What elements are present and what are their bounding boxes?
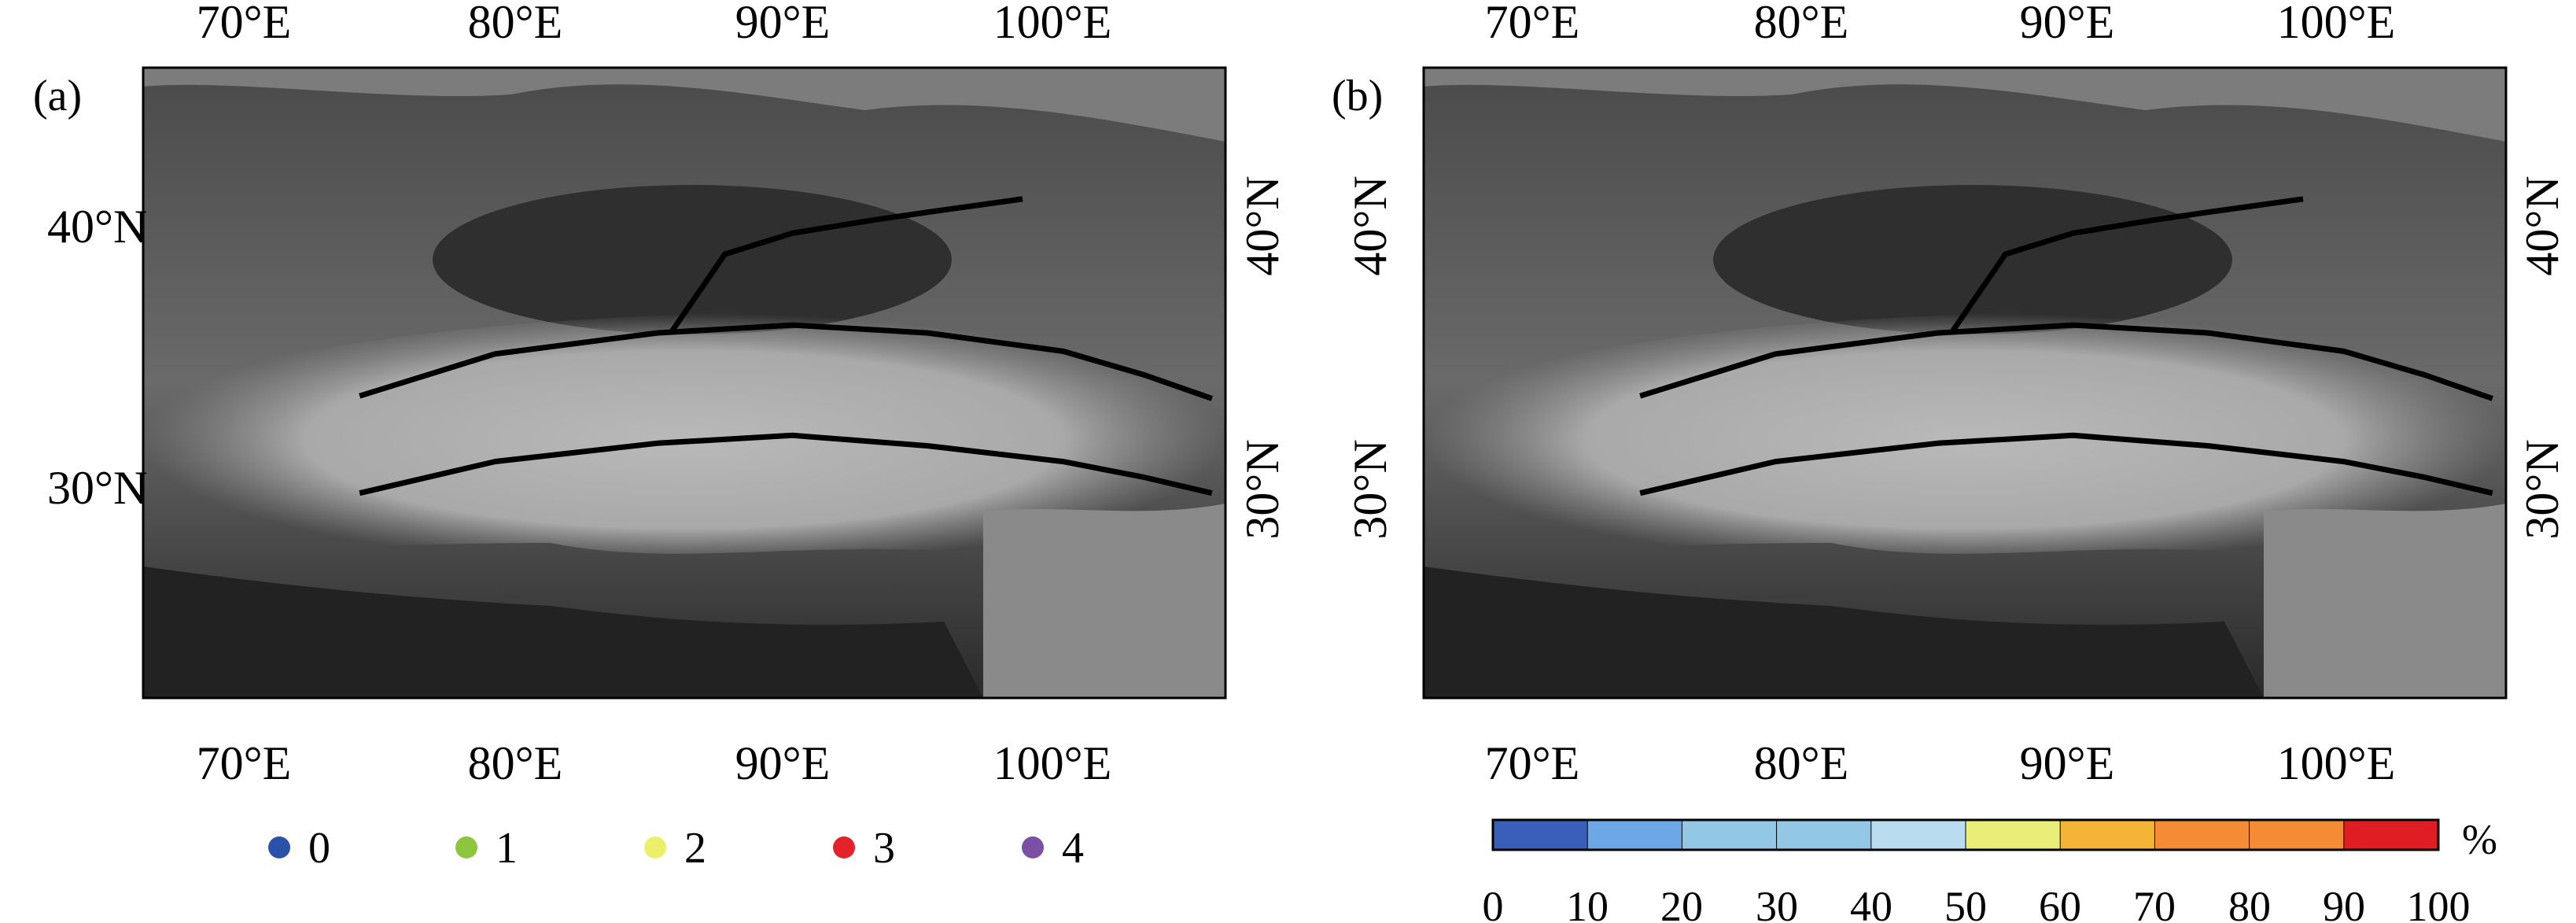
colorbar-segment [1870, 819, 1967, 851]
boundary-line-southern [359, 432, 1213, 497]
legend-swatch-4 [1022, 836, 1044, 858]
boundary-line-northern [1948, 196, 2304, 335]
legend-swatch-1 [455, 836, 477, 858]
map-frame [1422, 66, 2508, 700]
map-frame [142, 66, 1227, 700]
lon-tick-label: 70°E [197, 0, 292, 48]
tarim-basin [1713, 185, 2232, 334]
legend-label-4: 4 [1062, 824, 1084, 873]
lon-tick-label: 80°E [468, 0, 563, 48]
lon-tick-label: 100°E [2277, 737, 2396, 789]
colorbar-segment [1681, 819, 1778, 851]
lon-tick-label: 100°E [2277, 0, 2396, 48]
colorbar-tick-label: 20 [1660, 883, 1703, 923]
colorbar-segment [2343, 819, 2440, 851]
colorbar-tick-label: 50 [1944, 883, 1987, 923]
colorbar-segment [1965, 819, 2062, 851]
legend-swatch-3 [833, 836, 855, 858]
lon-tick-label: 80°E [1754, 737, 1849, 789]
lon-tick-label: 90°E [735, 0, 831, 48]
map-area [1422, 66, 2508, 700]
colorbar-segments [1492, 819, 2440, 851]
lon-tick-label: 90°E [2020, 0, 2115, 48]
lat-tick-label: 30°N [47, 462, 147, 514]
boundary-lines [359, 196, 1213, 497]
colorbar-segment [2249, 819, 2345, 851]
lon-tick-label: 90°E [735, 737, 831, 789]
legend-a: 0 1 2 3 4 [268, 824, 1084, 873]
southern-lowlands [143, 567, 983, 698]
boundary-lines [1639, 196, 2493, 497]
legend-label-0: 0 [308, 824, 330, 873]
colorbar-segment [2059, 819, 2156, 851]
colorbar-tick-label: 40 [1850, 883, 1892, 923]
colorbar-tick-label: 0 [1483, 883, 1504, 923]
panel-label: (b) [1332, 72, 1383, 120]
southern-lowlands [1424, 567, 2264, 698]
panel-a: (a) 70°E 80°E 90°E 100°E 70°E 80°E 90°E … [33, 0, 1288, 789]
tarim-basin [433, 185, 952, 334]
colorbar-b: 0 10 20 30 40 50 60 70 80 90 100 % [1483, 816, 2497, 923]
colorbar-tick-label: 100 [2407, 883, 2471, 923]
panel-b: (b) 70°E 80°E 90°E 100°E 70°E 80°E 90°E … [1332, 0, 2568, 789]
colorbar-unit: % [2462, 816, 2497, 863]
boundary-line-northern [668, 196, 1023, 335]
boundary-line-middle [1639, 322, 2493, 401]
lon-tick-label: 100°E [993, 737, 1112, 789]
lon-tick-label: 70°E [197, 737, 292, 789]
colorbar-segment [2154, 819, 2250, 851]
lon-tick-label: 100°E [993, 0, 1112, 48]
panel-label: (a) [33, 72, 82, 120]
legend-swatch-0 [268, 836, 290, 858]
lat-tick-label: 40°N [1344, 175, 1396, 275]
legend-label-1: 1 [496, 824, 518, 873]
lon-tick-label: 70°E [1485, 737, 1580, 789]
colorbar-tick-label: 90 [2323, 883, 2365, 923]
colorbar-ticks: 0 10 20 30 40 50 60 70 80 90 100 [1483, 883, 2471, 923]
northern-mountains [143, 68, 1225, 142]
boundary-line-southern [1639, 432, 2493, 497]
colorbar-tick-label: 60 [2039, 883, 2081, 923]
boundary-line-middle [359, 322, 1213, 401]
lat-tick-label: 30°N [1236, 439, 1288, 539]
hengduan-mountains [2264, 504, 2506, 698]
colorbar-tick-label: 30 [1756, 883, 1798, 923]
legend-swatch-2 [644, 836, 666, 858]
lat-tick-label: 40°N [47, 201, 147, 253]
lat-tick-label: 40°N [2516, 175, 2568, 275]
colorbar-segment [1776, 819, 1872, 851]
lat-tick-label: 30°N [1344, 439, 1396, 539]
colorbar-tick-label: 10 [1566, 883, 1609, 923]
colorbar-segment [1492, 819, 1589, 851]
colorbar-segment [1587, 819, 1683, 851]
lon-tick-label: 70°E [1485, 0, 1580, 48]
lon-tick-label: 90°E [2020, 737, 2115, 789]
lon-tick-label: 80°E [1754, 0, 1849, 48]
map-area [142, 66, 1227, 700]
legend-label-3: 3 [873, 824, 895, 873]
colorbar-tick-label: 70 [2133, 883, 2176, 923]
northern-mountains [1424, 68, 2506, 142]
hengduan-mountains [983, 504, 1225, 698]
lat-tick-label: 30°N [2516, 439, 2568, 539]
legend-label-2: 2 [684, 824, 706, 873]
lon-tick-label: 80°E [468, 737, 563, 789]
lat-tick-label: 40°N [1236, 175, 1288, 275]
colorbar-tick-label: 80 [2228, 883, 2271, 923]
colorbar-frame [1491, 818, 2440, 851]
